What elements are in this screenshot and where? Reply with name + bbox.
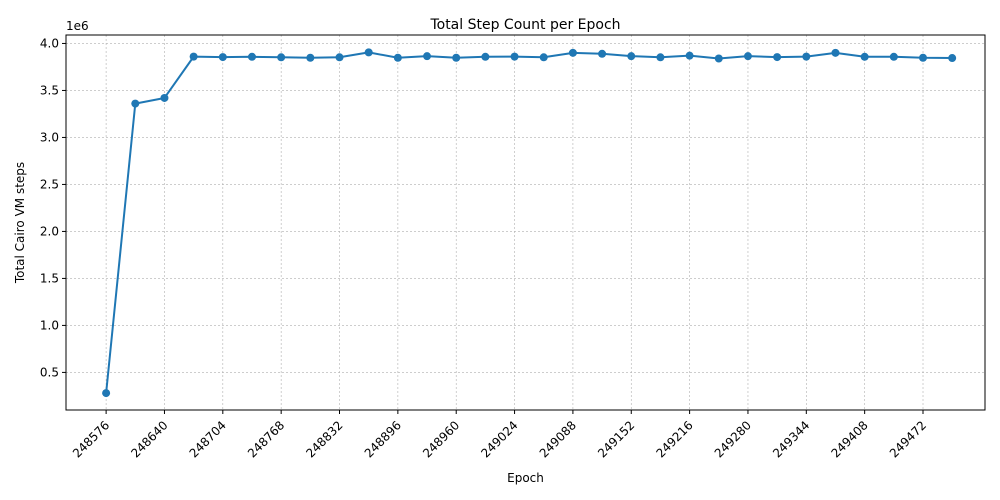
y-tick-label: 3.5 — [40, 83, 59, 97]
data-point — [860, 52, 869, 61]
chart-title: Total Step Count per Epoch — [429, 17, 620, 33]
y-tick-label: 2.0 — [40, 224, 59, 238]
data-point — [889, 52, 898, 61]
grid-lines — [66, 35, 985, 410]
data-point — [335, 53, 344, 62]
data-point — [627, 52, 636, 61]
data-point — [598, 49, 607, 58]
data-point — [685, 51, 694, 60]
data-point — [102, 389, 111, 398]
y-offset-label: 1e6 — [66, 19, 89, 33]
y-tick-label: 3.0 — [40, 130, 59, 144]
y-tick-label: 0.5 — [40, 365, 59, 379]
data-series — [102, 48, 957, 398]
y-axis-ticks: 0.5 1.0 1.5 2.0 2.5 3.0 3.5 4.0 — [40, 36, 66, 379]
data-point — [539, 53, 548, 62]
data-point — [247, 52, 256, 61]
data-point — [131, 99, 140, 108]
data-point — [948, 54, 957, 63]
data-point — [802, 52, 811, 61]
data-point — [218, 53, 227, 62]
data-point — [423, 52, 432, 61]
data-point — [393, 53, 402, 62]
data-point — [831, 48, 840, 57]
y-tick-label: 2.5 — [40, 177, 59, 191]
data-point — [452, 53, 461, 62]
data-point — [743, 52, 752, 61]
data-point — [277, 53, 286, 62]
data-point — [568, 48, 577, 57]
y-tick-label: 1.5 — [40, 271, 59, 285]
data-point — [481, 52, 490, 61]
y-tick-label: 4.0 — [40, 36, 59, 50]
data-point — [919, 53, 928, 62]
plot-frame — [65, 34, 986, 411]
data-point — [189, 52, 198, 61]
data-point — [160, 93, 169, 102]
y-tick-label: 1.0 — [40, 318, 59, 332]
series-line — [105, 51, 953, 394]
y-axis-label: Total Cairo VM steps — [13, 162, 27, 284]
data-point — [714, 54, 723, 63]
data-point — [364, 48, 373, 57]
x-axis-label: Epoch — [507, 471, 544, 485]
data-point — [773, 53, 782, 62]
data-point — [510, 52, 519, 61]
data-point — [656, 53, 665, 62]
data-point — [306, 53, 315, 62]
